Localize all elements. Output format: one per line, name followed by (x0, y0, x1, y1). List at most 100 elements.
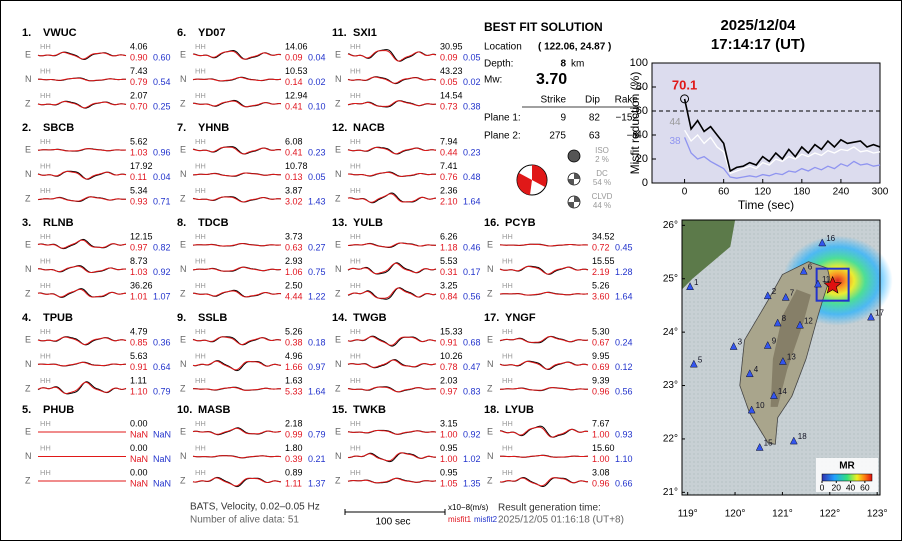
waveform-synthetic (347, 359, 437, 368)
misfit1: 1.01 (130, 291, 148, 301)
amplitude: 8.73 (130, 256, 148, 266)
channel-label: HH (40, 468, 51, 477)
misfit1: 0.67 (592, 337, 610, 347)
amplitude: 15.60 (592, 443, 615, 453)
component-label: Z (180, 193, 186, 203)
misfit2: 0.93 (615, 429, 633, 439)
waveform-synthetic (347, 287, 437, 299)
amplitude: 1.11 (130, 375, 147, 385)
misfit1: 2.10 (440, 196, 458, 206)
misfit2: 0.17 (463, 267, 481, 277)
waveform-synthetic (347, 386, 437, 393)
misfit1: 0.72 (592, 242, 610, 252)
mainland (682, 220, 736, 290)
component-label: Z (180, 98, 186, 108)
channel-label: HH (195, 232, 206, 241)
component-label: N (180, 169, 187, 179)
station-marker (755, 442, 764, 451)
misfit1: 0.05 (440, 77, 458, 87)
misfit1: 0.97 (130, 242, 148, 252)
waveform-synthetic (38, 265, 127, 273)
misfit2: 0.23 (463, 147, 481, 157)
component-label: N (487, 451, 494, 461)
misfit2: 1.35 (463, 478, 481, 488)
misfit1: 1.05 (440, 478, 458, 488)
misfit1: 1.66 (285, 362, 303, 372)
station-number: 11. (332, 27, 347, 39)
amplitude: 12.15 (130, 231, 153, 241)
component-label: Z (335, 475, 341, 485)
waveform-synthetic (500, 387, 589, 391)
channel-label: HH (195, 376, 206, 385)
misfit1: 0.90 (130, 52, 148, 62)
waveform-synthetic (37, 381, 127, 395)
x-tick-label: 0 (682, 187, 688, 198)
component-label: Z (335, 98, 341, 108)
station-label: 5 (698, 355, 703, 364)
misfit2: 0.10 (308, 101, 326, 111)
station-name: TPUB (43, 312, 73, 324)
misfit1: 0.31 (440, 267, 458, 277)
station-marker (778, 356, 787, 365)
component-label: E (180, 426, 186, 436)
channel-label: HH (502, 376, 513, 385)
misfit1: 0.70 (130, 101, 148, 111)
start-label: 38 (669, 136, 681, 147)
misfit1: 0.09 (440, 52, 458, 62)
waveform-synthetic (500, 243, 588, 247)
misfit1: 1.00 (440, 429, 458, 439)
misfit2: 1.07 (153, 291, 171, 301)
plane-value: −8 (627, 131, 639, 142)
station-name: RLNB (43, 217, 74, 229)
station-label: 9 (772, 337, 777, 346)
station-label: 10 (756, 401, 765, 410)
station-marker (747, 405, 756, 414)
misfit2: 1.37 (308, 478, 326, 488)
table-header: Dip (585, 95, 600, 106)
station-marker (773, 318, 782, 327)
misfit1: NaN (130, 429, 148, 439)
channel-label: HH (350, 443, 361, 452)
station-name: YHNB (198, 122, 229, 134)
channel-label: HH (40, 66, 51, 75)
plane-value: 63 (589, 131, 601, 142)
unit-label: x10−8(m/s) (448, 503, 489, 512)
station-marker (796, 320, 804, 329)
station-name: SXI1 (353, 27, 377, 39)
amplitude: 30.95 (440, 41, 463, 51)
station-label: 12 (804, 316, 813, 325)
station-name: YD07 (198, 27, 226, 39)
channel-label: HH (350, 468, 361, 477)
channel-label: HH (502, 327, 513, 336)
station-number: 15. (332, 404, 347, 416)
misfit1: 1.10 (130, 386, 148, 396)
map-y-tick-label: 21° (663, 487, 678, 498)
misfit1: 0.84 (440, 291, 458, 301)
waveform-synthetic (37, 100, 127, 109)
station-number: 5. (22, 404, 31, 416)
amplitude: 9.39 (592, 375, 610, 385)
misfit2: 0.24 (615, 337, 633, 347)
channel-label: HH (40, 256, 51, 265)
misfit2: 0.79 (308, 429, 326, 439)
ball-quadrant (568, 196, 580, 208)
amplitude: 5.34 (130, 185, 148, 195)
channel-label: HH (195, 66, 206, 75)
series-line (684, 129, 881, 175)
misfit2: NaN (153, 454, 171, 464)
station-marker (745, 369, 754, 378)
misfit2: NaN (153, 429, 171, 439)
misfit2: 1.02 (463, 454, 481, 464)
waveform-synthetic (37, 336, 127, 346)
misfit1: 0.93 (130, 196, 148, 206)
waveform-synthetic (192, 477, 281, 487)
component-name: ISO (595, 146, 609, 155)
misfit2: 0.25 (153, 101, 171, 111)
plane-label: Plane 1: (484, 113, 521, 124)
station-label: 14 (778, 387, 787, 396)
amplitude: 12.94 (285, 90, 308, 100)
ball-quadrant (568, 173, 580, 185)
misfit2: 0.04 (308, 52, 326, 62)
component-label: E (487, 426, 493, 436)
station-number: 6. (177, 27, 186, 39)
